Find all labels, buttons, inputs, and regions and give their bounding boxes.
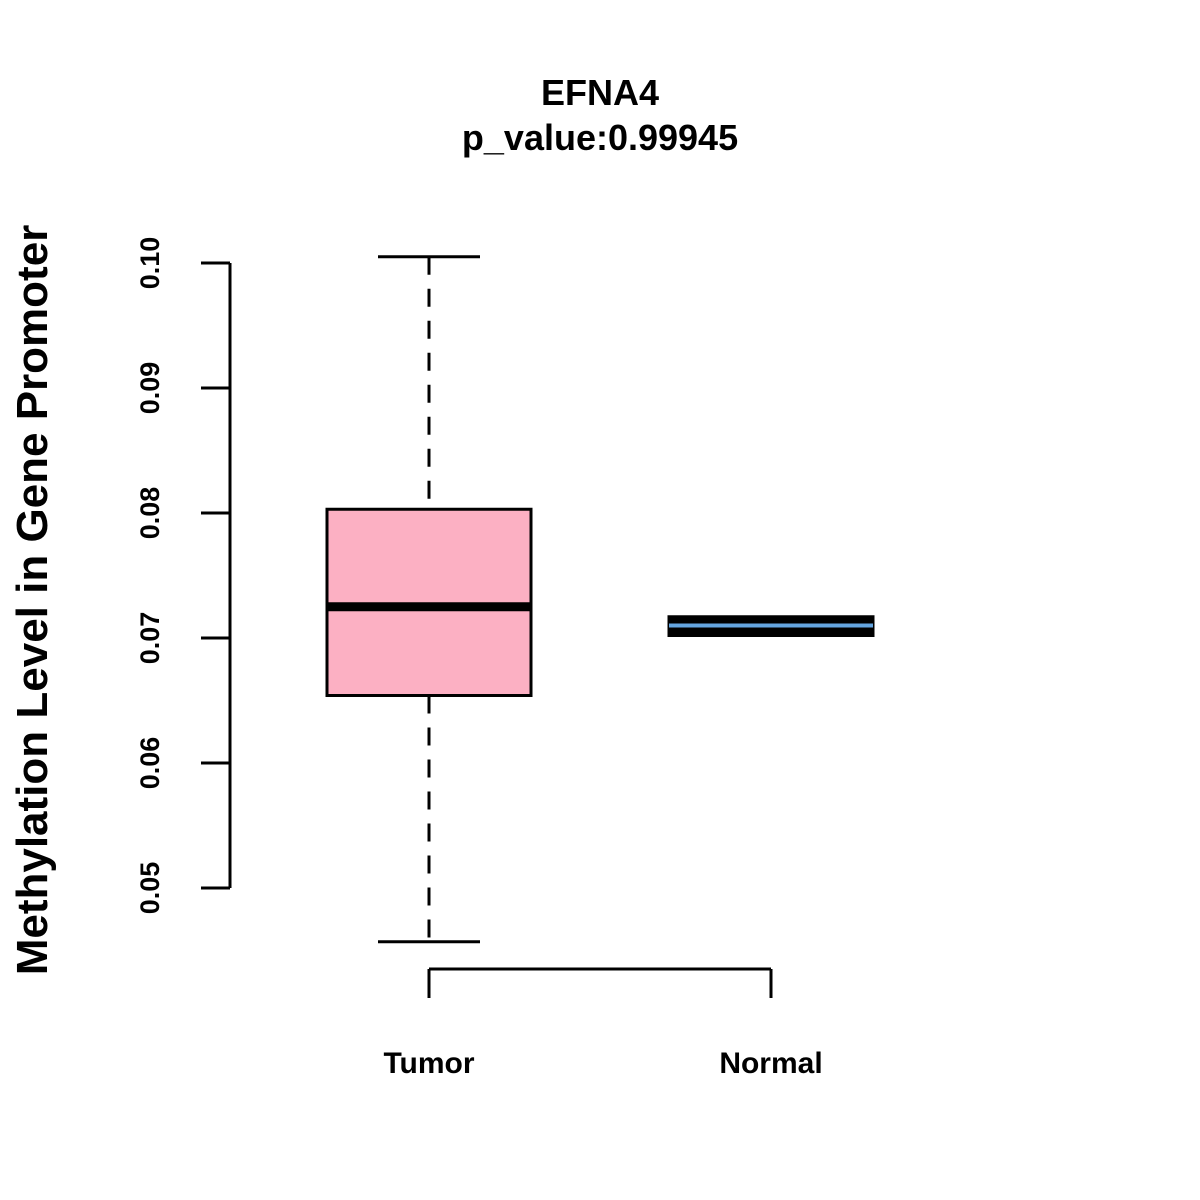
y-tick-label: 0.06 [135, 737, 165, 790]
x-tick-label: Tumor [383, 1047, 474, 1080]
boxes [325, 255, 875, 944]
chart-title: EFNA4 [541, 72, 659, 113]
y-tick-label: 0.09 [135, 362, 165, 415]
y-axis-label: Methylation Level in Gene Promoter [8, 225, 57, 976]
y-tick-label: 0.10 [135, 237, 165, 290]
y-tick-label: 0.07 [135, 612, 165, 665]
box-tumor [325, 255, 533, 944]
x-tick-label: Normal [719, 1047, 822, 1080]
x-axis: Tumor Normal [383, 967, 823, 1080]
box-normal [667, 615, 875, 637]
y-axis: 0.05 0.06 0.07 0.08 0.09 0.10 [135, 237, 232, 915]
chart-subtitle: p_value:0.99945 [462, 117, 738, 158]
y-tick-label: 0.08 [135, 487, 165, 540]
y-tick-label: 0.05 [135, 862, 165, 915]
